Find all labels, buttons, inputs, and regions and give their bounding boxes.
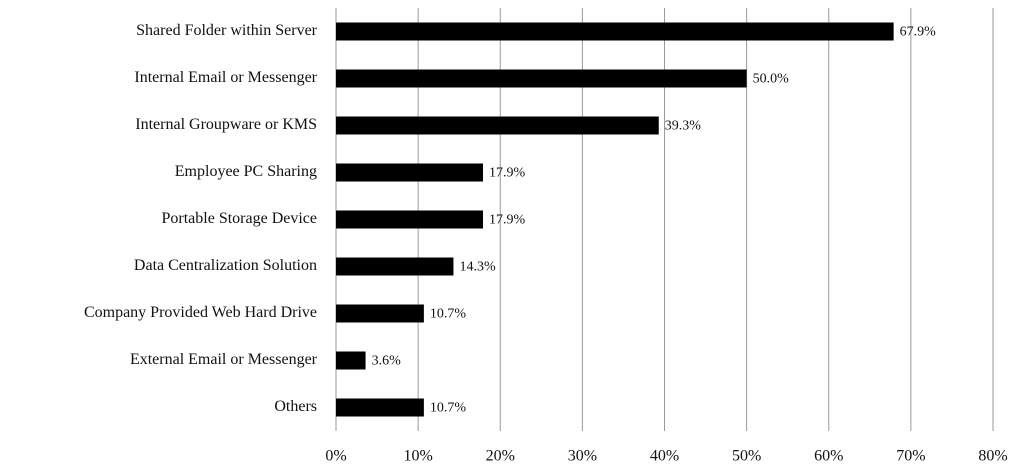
y-tick-label: Employee PC Sharing bbox=[175, 163, 317, 180]
x-tick-label: 20% bbox=[486, 448, 515, 465]
value-label: 10.7% bbox=[430, 401, 467, 416]
y-tick-label: Company Provided Web Hard Drive bbox=[84, 304, 317, 321]
y-tick-label: External Email or Messenger bbox=[130, 351, 318, 368]
bar bbox=[336, 304, 424, 323]
bar bbox=[336, 210, 484, 229]
bar bbox=[336, 351, 366, 370]
x-tick-label: 40% bbox=[650, 448, 679, 465]
value-label: 17.9% bbox=[489, 166, 526, 181]
value-label: 17.9% bbox=[489, 213, 526, 228]
y-tick-label: Internal Email or Messenger bbox=[134, 69, 317, 86]
bar bbox=[336, 398, 424, 417]
value-label: 3.6% bbox=[372, 354, 402, 369]
value-label: 10.7% bbox=[430, 307, 467, 322]
x-tick-label: 70% bbox=[896, 448, 925, 465]
bar bbox=[336, 22, 894, 41]
x-tick-label: 50% bbox=[732, 448, 761, 465]
x-tick-label: 10% bbox=[403, 448, 432, 465]
bar bbox=[336, 257, 454, 276]
y-tick-label: Data Centralization Solution bbox=[134, 257, 317, 274]
bar bbox=[336, 163, 484, 182]
y-tick-label: Shared Folder within Server bbox=[136, 22, 318, 39]
y-tick-label: Portable Storage Device bbox=[162, 210, 318, 227]
x-tick-label: 0% bbox=[325, 448, 346, 465]
value-label: 39.3% bbox=[665, 119, 702, 134]
bar bbox=[336, 69, 747, 88]
x-tick-label: 80% bbox=[978, 448, 1007, 465]
x-tick-label: 30% bbox=[568, 448, 597, 465]
value-label: 67.9% bbox=[900, 25, 937, 40]
y-tick-label: Internal Groupware or KMS bbox=[135, 116, 317, 133]
value-label: 50.0% bbox=[753, 72, 790, 87]
x-tick-label: 60% bbox=[814, 448, 843, 465]
value-label: 14.3% bbox=[459, 260, 496, 275]
bar bbox=[336, 116, 659, 135]
y-tick-label: Others bbox=[274, 398, 317, 415]
